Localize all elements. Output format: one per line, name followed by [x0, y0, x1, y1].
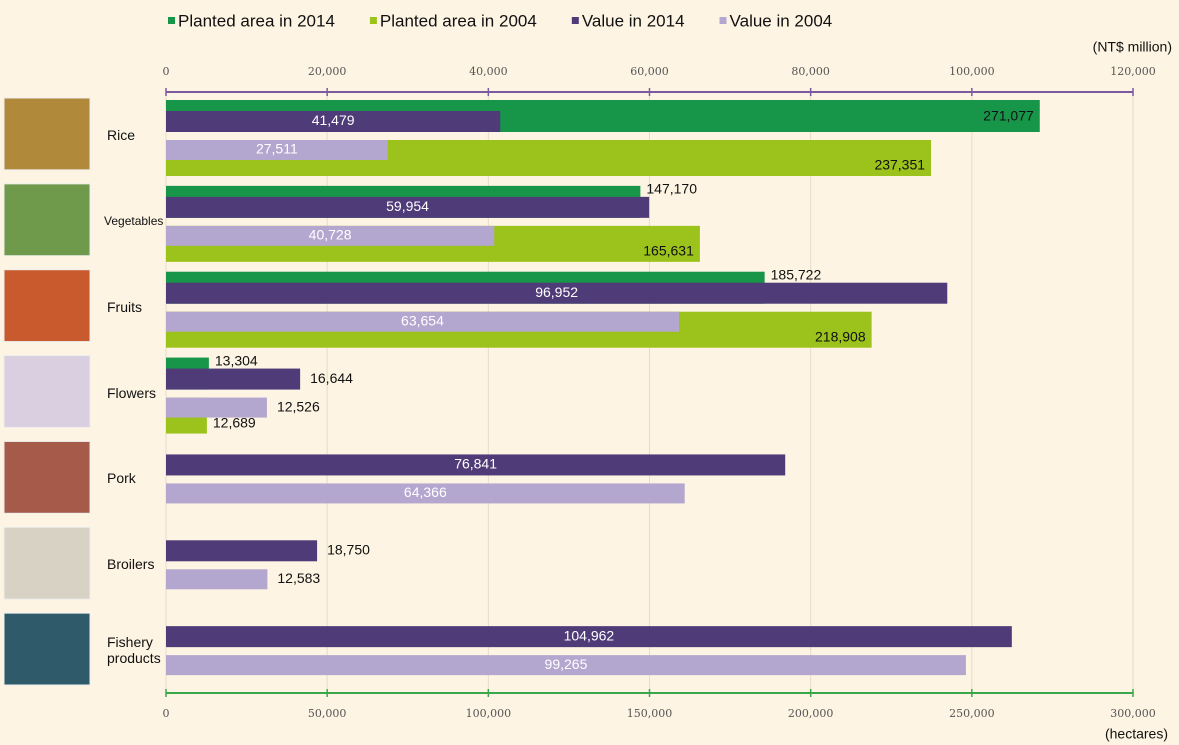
- value-label: 18,750: [327, 541, 370, 557]
- chart-page: Planted area in 2014 Planted area in 2004…: [0, 0, 1179, 745]
- category-label: Fishery products: [107, 634, 165, 666]
- x-tick-label: 100,000: [949, 65, 995, 78]
- bar: [166, 369, 300, 390]
- value-label: 96,952: [535, 284, 578, 300]
- value-label: 165,631: [643, 243, 694, 259]
- legend-swatch: [168, 17, 175, 24]
- value-label: 99,265: [545, 656, 588, 672]
- x2-tick-label: 200,000: [788, 707, 834, 720]
- value-label: 40,728: [309, 227, 352, 243]
- x-tick-label: 0: [163, 65, 170, 78]
- value-label: 41,479: [312, 112, 355, 128]
- category-photo: [4, 98, 90, 170]
- x2-tick-label: 150,000: [627, 707, 673, 720]
- bar: [166, 569, 267, 589]
- category-label: Vegetables: [104, 213, 162, 229]
- chart: Planted area in 2014 Planted area in 2004…: [0, 0, 1179, 745]
- x-axis-unit: (NT$ million): [1093, 39, 1172, 55]
- category-photo: [4, 527, 90, 599]
- value-label: 271,077: [983, 108, 1034, 124]
- value-label: 218,908: [815, 328, 866, 344]
- bar: [166, 540, 317, 561]
- value-label: 76,841: [454, 456, 497, 472]
- value-label: 16,644: [310, 370, 353, 386]
- value-label: 12,526: [277, 398, 320, 414]
- legend-label: Planted area in 2014: [178, 11, 335, 30]
- value-label: 59,954: [386, 198, 429, 214]
- x2-tick-label: 300,000: [1110, 707, 1156, 720]
- x2-tick-label: 100,000: [466, 707, 512, 720]
- legend-swatch: [720, 17, 727, 24]
- value-label: 63,654: [401, 312, 444, 328]
- x-tick-label: 120,000: [1110, 65, 1156, 78]
- category-photo: [4, 441, 90, 513]
- category-label: Broilers: [107, 556, 165, 572]
- value-label: 185,722: [771, 266, 822, 282]
- category-photo: [4, 613, 90, 685]
- x-tick-label: 60,000: [630, 65, 669, 78]
- x2-axis-unit: (hectares): [1105, 726, 1168, 742]
- x2-tick-label: 50,000: [308, 707, 347, 720]
- legend-label: Planted area in 2004: [380, 11, 537, 30]
- value-label: 64,366: [404, 484, 447, 500]
- category-label: Rice: [107, 127, 165, 143]
- x-tick-label: 40,000: [469, 65, 508, 78]
- value-label: 147,170: [646, 181, 697, 197]
- legend-swatch: [370, 17, 377, 24]
- category-photo: [4, 270, 90, 342]
- value-label: 237,351: [874, 157, 925, 173]
- value-label: 12,689: [213, 414, 256, 430]
- category-label: Flowers: [107, 385, 165, 401]
- legend-label: Value in 2014: [582, 11, 685, 30]
- legend-label: Value in 2004: [730, 11, 833, 30]
- category-photo: [4, 184, 90, 256]
- category-label: Pork: [107, 470, 165, 486]
- x-tick-label: 80,000: [791, 65, 830, 78]
- legend-swatch: [572, 17, 579, 24]
- category-photo: [4, 356, 90, 428]
- value-label: 13,304: [215, 352, 258, 368]
- value-label: 12,583: [277, 570, 320, 586]
- x2-tick-label: 250,000: [949, 707, 995, 720]
- x2-tick-label: 0: [163, 707, 170, 720]
- x-tick-label: 20,000: [308, 65, 347, 78]
- value-label: 27,511: [256, 141, 298, 157]
- value-label: 104,962: [564, 627, 615, 643]
- category-label: Fruits: [107, 299, 165, 315]
